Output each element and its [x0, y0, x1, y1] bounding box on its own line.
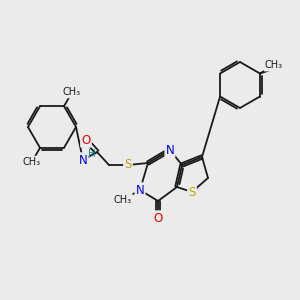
Text: S: S [124, 158, 132, 172]
Text: CH₃: CH₃ [23, 157, 41, 167]
Text: O: O [81, 134, 91, 146]
Text: N: N [136, 184, 144, 196]
Text: CH₃: CH₃ [265, 61, 283, 70]
Text: CH₃: CH₃ [63, 87, 81, 97]
Text: O: O [153, 212, 163, 224]
Text: S: S [188, 185, 196, 199]
Text: H: H [88, 149, 96, 159]
Text: CH₃: CH₃ [114, 195, 132, 205]
Text: N: N [166, 143, 174, 157]
Text: N: N [79, 154, 87, 166]
